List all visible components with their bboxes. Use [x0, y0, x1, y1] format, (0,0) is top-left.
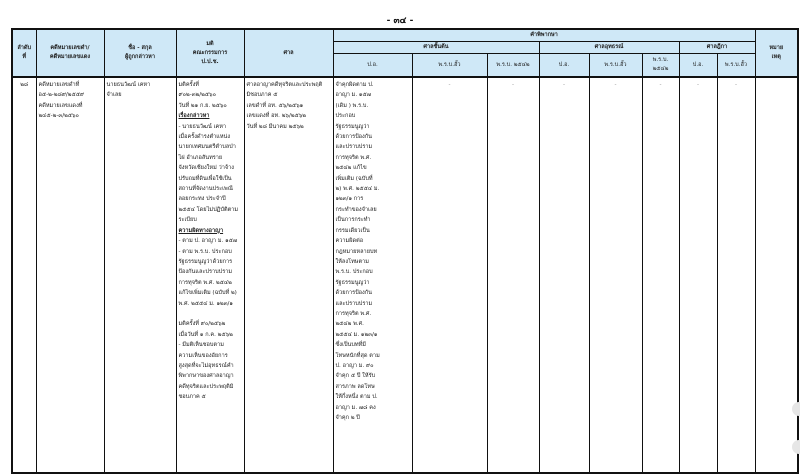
- header-sub-2: พ.ร.บ. ๒๕๔๒: [486, 53, 540, 78]
- header-sub-5: พ.ร.บ. ๒๕๔๒: [641, 53, 680, 78]
- cell-name: นายธนวัฒน์ เคหา จำเลย: [103, 76, 177, 474]
- page-number: - ๓๔ -: [386, 16, 414, 26]
- scroll-button[interactable]: [792, 402, 800, 416]
- cell-court: ศาลอาญาคดีทุจริตและประพฤติ มิชอบภาค ๕ เล…: [243, 76, 334, 474]
- cell-case-no: คดีหมายเลขดำที่ อ๕-๒-๒๘๙/๒๕๕๙ คดีหมายเลข…: [35, 76, 105, 474]
- header-judgment: คำพิพากษา: [332, 28, 756, 42]
- cell-resolution: มติครั้งที่ ๙๐๒-๓๒/๒๕๖๐ วันที่ ๒๑ ก.ย. ๒…: [175, 76, 245, 474]
- header-resolution: มติ คณะกรรมการ ป.ป.ช.: [175, 28, 245, 78]
- header-sub-1: พ.ร.บ.ฮั้ว: [411, 53, 488, 78]
- cell-dash: -: [538, 76, 590, 474]
- table-row: ๒๘ คดีหมายเลขดำที่ อ๕-๒-๒๘๙/๒๕๕๙ คดีหมาย…: [11, 76, 799, 474]
- cell-dash: -: [641, 76, 680, 474]
- cell-dash: -: [411, 76, 488, 474]
- header-remark: หมาย เหตุ: [754, 28, 799, 78]
- judgment-table: ลำดับ ที่ คดีหมายเลขดำ/ คดีหมายเลขแดง ชื…: [11, 28, 799, 474]
- header-case-no: คดีหมายเลขดำ/ คดีหมายเลขแดง: [35, 28, 105, 78]
- cell-remark: [754, 76, 799, 474]
- header-court: ศาล: [243, 28, 334, 78]
- header-sub-6: ป.อ.: [678, 53, 718, 78]
- cell-dash: -: [678, 76, 718, 474]
- header-first-court: ศาลชั้นต้น: [332, 41, 540, 54]
- cell-no: ๒๘: [11, 76, 37, 474]
- header-name: ชื่อ - สกุล ผู้ถูกกล่าวหา: [103, 28, 177, 78]
- cell-dash: -: [486, 76, 540, 474]
- header-sub-7: พ.ร.บ.ฮั้ว: [716, 53, 756, 78]
- cell-first-court-po: จำคุกผิดตาม ป. อาญา ม. ๑๕๗ (เดิม ) พ.ร.บ…: [332, 76, 413, 474]
- header-sub-0: ป.อ.: [332, 53, 413, 78]
- header-sub-3: ป.อ.: [538, 53, 590, 78]
- cell-dash: -: [716, 76, 756, 474]
- cell-dash: -: [588, 76, 643, 474]
- scroll-button[interactable]: [792, 440, 800, 454]
- header-sub-4: พ.ร.บ.ฮั้ว: [588, 53, 643, 78]
- header-supreme-court: ศาลฎีกา: [678, 41, 756, 54]
- header-no: ลำดับ ที่: [11, 28, 37, 78]
- header-appeal-court: ศาลอุทธรณ์: [538, 41, 680, 54]
